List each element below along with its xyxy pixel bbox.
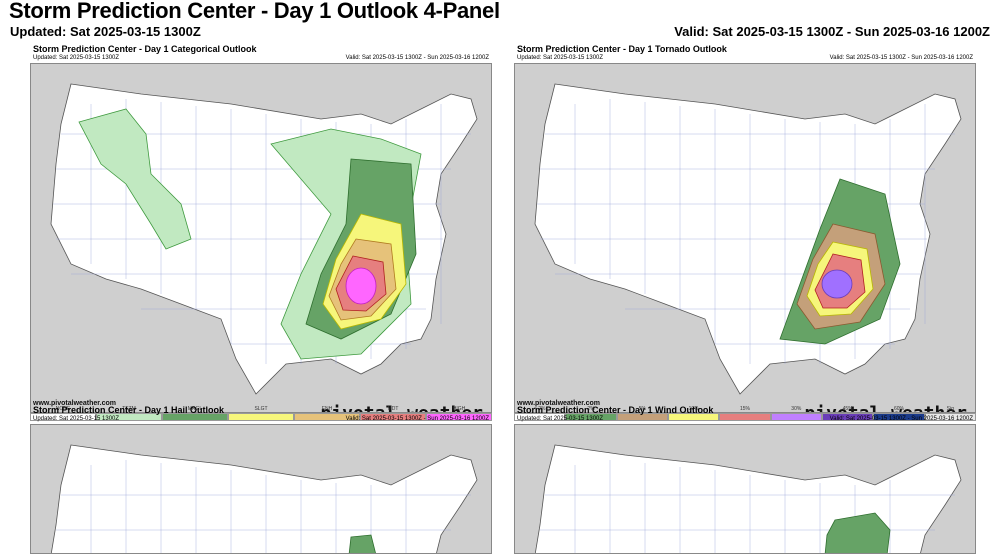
panel-title: Storm Prediction Center - Day 1 Categori… xyxy=(33,44,257,54)
panel-updated: Updated: Sat 2025-03-15 1300Z xyxy=(33,55,120,61)
legend-swatch: NONE xyxy=(30,406,96,421)
legend-swatch: SLGT xyxy=(228,406,294,421)
legend-swatch: 45% xyxy=(821,406,874,421)
page-title: Storm Prediction Center - Day 1 Outlook … xyxy=(9,0,500,23)
legend-swatch: 30% xyxy=(770,406,822,421)
panel-tornado: Storm Prediction Center - Day 1 Tornado … xyxy=(514,44,976,421)
legend: NONE TSTM MRGL SLGT ENH MDT HIGH xyxy=(30,406,492,421)
panel-valid: Valid: Sat 2025-03-15 1300Z - Sun 2025-0… xyxy=(829,55,973,61)
panel-valid: Valid: Sat 2025-03-15 1300Z - Sun 2025-0… xyxy=(345,55,489,61)
legend-label: MDT xyxy=(387,406,399,412)
legend-swatch: TSTM xyxy=(96,406,162,421)
panel-title: Storm Prediction Center - Day 1 Tornado … xyxy=(517,44,727,54)
legend-label: 2% xyxy=(587,406,595,412)
panel-title: Storm Prediction Center - Day 1 Wind Out… xyxy=(517,405,714,415)
valid-time: Valid: Sat 2025-03-15 1300Z - Sun 2025-0… xyxy=(674,24,990,39)
legend-label: 30% xyxy=(791,406,802,412)
panel-wind: Storm Prediction Center - Day 1 Wind Out… xyxy=(514,405,976,554)
panel-categorical: Storm Prediction Center - Day 1 Categori… xyxy=(30,44,492,421)
legend-label: Sig xyxy=(946,406,954,412)
updated-time: Updated: Sat 2025-03-15 1300Z xyxy=(10,24,201,39)
legend-swatch: HIGH xyxy=(426,406,492,421)
legend-swatch: 15% xyxy=(719,406,771,421)
legend-swatch: MDT xyxy=(360,406,426,421)
legend-label: HIGH xyxy=(452,406,466,412)
legend-label: MRGL xyxy=(187,406,203,412)
legend-swatch: 60% xyxy=(873,406,925,421)
brand-logo: pivotal weather xyxy=(804,403,967,412)
panel-updated: Updated: Sat 2025-03-15 1300Z xyxy=(517,416,604,422)
map-image xyxy=(515,425,975,553)
legend-label: NONE xyxy=(55,406,71,412)
legend-label: 45% xyxy=(842,406,853,412)
outlook-map[interactable]: pivotal weather xyxy=(514,63,976,413)
map-image xyxy=(31,425,491,553)
panel-valid: Valid: Sat 2025-03-15 1300Z - Sun 2025-0… xyxy=(345,416,489,422)
legend-label: 10% xyxy=(688,406,699,412)
tor-30-area xyxy=(821,269,853,299)
legend-label: 15% xyxy=(739,406,750,412)
legend-label: 60% xyxy=(893,406,904,412)
panel-title: Storm Prediction Center - Day 1 Hail Out… xyxy=(33,405,225,415)
wind-5-area xyxy=(824,512,891,553)
legend-label: TSTM xyxy=(122,406,136,412)
map-image xyxy=(515,64,975,412)
brand-logo: pivotal weather xyxy=(320,403,483,412)
legend-label: ENH xyxy=(321,406,333,412)
panel-valid: Valid: Sat 2025-03-15 1300Z - Sun 2025-0… xyxy=(829,416,973,422)
outlook-map[interactable] xyxy=(514,424,976,554)
panel-updated: Updated: Sat 2025-03-15 1300Z xyxy=(33,416,120,422)
credit-link[interactable]: www.pivotalweather.com xyxy=(33,400,116,407)
legend-swatch: ENH xyxy=(294,406,360,421)
legend-label: 5% xyxy=(638,406,646,412)
county-lines xyxy=(56,460,471,553)
panel-hail: Storm Prediction Center - Day 1 Hail Out… xyxy=(30,405,492,554)
legend-swatch: < 2% xyxy=(514,406,566,421)
outlook-map[interactable] xyxy=(30,424,492,554)
high-area xyxy=(345,267,377,305)
legend-swatch: Sig xyxy=(924,406,976,421)
panel-updated: Updated: Sat 2025-03-15 1300Z xyxy=(517,55,604,61)
legend-swatch: 10% xyxy=(667,406,720,421)
outlook-map[interactable]: pivotal weather xyxy=(30,63,492,413)
legend-label: < 2% xyxy=(533,406,546,412)
credit-link[interactable]: www.pivotalweather.com xyxy=(517,400,600,407)
map-image xyxy=(31,64,491,412)
legend-swatch: MRGL xyxy=(162,406,228,421)
legend: < 2% 2% 5% 10% 15% 30% 45% 60% Sig xyxy=(514,406,976,421)
legend-label: SLGT xyxy=(254,406,268,412)
legend-swatch: 5% xyxy=(616,406,668,421)
legend-swatch: 2% xyxy=(565,406,617,421)
